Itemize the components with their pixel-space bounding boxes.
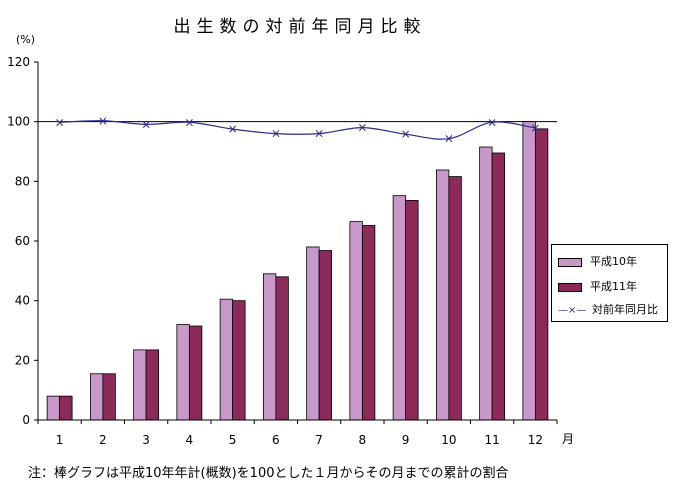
bar-h11-5 [232,300,246,421]
ratio-marker-12: × [530,121,540,135]
bar-h10-9 [392,195,407,421]
legend-item-h11: 平成11年 [558,278,637,294]
x-tick-label-7: 7 [315,433,323,447]
bar-h11-3 [145,349,160,421]
ratio-marker-2: × [98,114,108,128]
chart-title: 出生数の対前年同月比較 [173,17,427,37]
ratio-marker-3: × [141,117,151,131]
ratio-marker-4: × [184,115,194,129]
bar-h10-4 [176,324,190,421]
x-tick-label-1: 1 [56,433,64,447]
bar-h11-2 [102,373,116,421]
legend-label-h11: 平成11年 [590,280,637,293]
y-tick-label-100: 100 [7,115,30,129]
bar-h11-10 [448,176,462,421]
y-tick-label-40: 40 [15,294,30,308]
footnote: 注：棒グラフは平成10年年計(概数)を100とした１月からその月までの累計の割合 [28,466,509,481]
ratio-marker-10: × [444,132,454,146]
ratio-marker-11: × [487,115,497,129]
ratio-marker-5: × [228,122,238,136]
legend-swatch-h10 [558,257,582,267]
bar-h11-12 [534,128,549,421]
bar-h10-8 [349,221,363,421]
legend-item-h10: 平成10年 [558,253,637,269]
bar-h10-10 [435,169,450,421]
y-tick-label-80: 80 [15,174,30,188]
bar-h10-12 [522,121,536,421]
bar-h11-4 [188,325,203,421]
legend-line-swatch: —×— [558,304,587,316]
legend-label-ratio: 対前年同月比 [592,303,658,316]
ratio-marker-6: × [271,127,281,141]
bar-h11-7 [318,250,333,421]
ratio-line [59,120,536,140]
x-tick-label-2: 2 [99,433,107,447]
legend-swatch-h11 [558,282,582,292]
legend-item-ratio: —×— 対前年同月比 [558,301,658,317]
bar-h10-7 [306,246,320,421]
bar-h11-11 [491,152,506,421]
bar-h11-9 [405,200,419,421]
x-tick-label-8: 8 [359,433,367,447]
y-tick-label-20: 20 [15,353,30,367]
x-tick-label-9: 9 [402,433,410,447]
ratio-marker-1: × [55,115,65,129]
y-tick-label-120: 120 [7,55,30,69]
x-tick-label-3: 3 [142,433,150,447]
x-tick-label-12: 12 [528,433,543,447]
ratio-marker-9: × [401,127,411,141]
ratio-marker-7: × [314,127,324,141]
legend: 平成10年 平成11年 —×— 対前年同月比 [551,244,668,322]
x-tick-label-5: 5 [229,433,237,447]
x-tick-label-11: 11 [484,433,499,447]
bar-h11-1 [59,395,73,421]
y-axis-unit: (%) [16,33,36,46]
x-tick-label-6: 6 [272,433,280,447]
y-tick-label-60: 60 [15,234,30,248]
bar-h10-6 [262,273,277,421]
x-tick-label-10: 10 [441,433,456,447]
bar-h11-6 [275,276,289,421]
x-tick-label-4: 4 [186,433,194,447]
bar-h10-5 [219,298,234,421]
ratio-marker-8: × [357,121,367,135]
bar-h10-2 [89,373,104,421]
bar-h10-3 [133,349,147,421]
y-tick-label-0: 0 [22,413,30,427]
bar-h10-1 [46,395,61,421]
legend-label-h10: 平成10年 [590,255,637,268]
bar-h10-11 [479,146,493,421]
bar-h11-8 [361,225,376,421]
x-axis-unit: 月 [562,432,575,446]
